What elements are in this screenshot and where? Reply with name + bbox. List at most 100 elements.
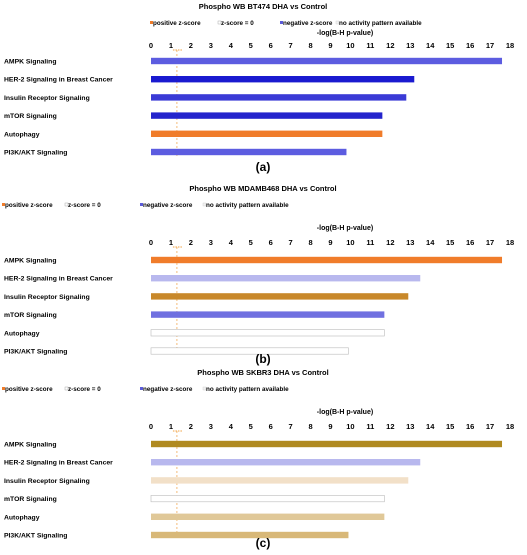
x-tick-label: 12 — [386, 238, 394, 247]
category-label: HER-2 Signaling in Breast Cancer — [4, 77, 113, 84]
x-tick-label: 8 — [308, 422, 312, 431]
x-tick-label: 4 — [229, 238, 234, 247]
x-tick-label: 15 — [446, 238, 454, 247]
x-axis-label: -log(B-H p-value) — [317, 225, 373, 232]
legend-swatch-zero — [64, 386, 69, 391]
legend-swatch-positive — [150, 21, 153, 24]
x-tick-label: 4 — [229, 422, 234, 431]
x-tick-label: 3 — [209, 422, 213, 431]
legend-label-negative: negative z-score — [143, 202, 193, 209]
x-tick-label: 8 — [308, 238, 312, 247]
bar — [150, 329, 385, 337]
category-label: Autophagy — [4, 514, 40, 521]
legend-label-positive: positive z-score — [5, 202, 53, 209]
bar — [151, 57, 503, 65]
x-tick-label: 14 — [426, 41, 435, 50]
bar — [151, 459, 421, 466]
x-tick-label: 10 — [346, 238, 354, 247]
legend-swatch-no-pattern — [202, 386, 207, 391]
category-label: AMPK Signaling — [4, 59, 57, 66]
category-label: PI3K/AKT Signaling — [4, 150, 67, 157]
legend-label-no-pattern: no activity pattern available — [206, 386, 289, 393]
bar — [150, 495, 385, 503]
x-tick-label: 15 — [446, 41, 454, 50]
legend-label-positive: positive z-score — [153, 20, 201, 27]
x-axis-label: -log(B-H p-value) — [317, 409, 373, 416]
bar — [151, 148, 347, 156]
category-label: PI3K/AKT Signaling — [4, 533, 67, 540]
category-label: Insulin Receptor Signaling — [4, 478, 90, 485]
x-tick-label: 18 — [506, 422, 514, 431]
x-tick-label: 16 — [466, 41, 474, 50]
x-tick-label: 17 — [486, 41, 494, 50]
legend-swatch-zero — [64, 202, 69, 207]
x-tick-label: 1 — [169, 41, 173, 50]
legend-swatch-positive — [2, 387, 5, 390]
category-label: Autophagy — [4, 131, 40, 138]
x-tick-label: 5 — [249, 238, 253, 247]
x-tick-label: 14 — [426, 238, 435, 247]
chart-title: Phospho WB SKBR3 DHA vs Control — [197, 368, 328, 377]
chart-panel-2: Phospho WB MDAMB468 DHA vs Control positi… — [2, 184, 514, 366]
x-tick-label: 2 — [189, 41, 193, 50]
legend-label-no-pattern: no activity pattern available — [339, 20, 422, 27]
bar — [151, 256, 503, 264]
bar — [151, 477, 409, 484]
x-tick-label: 9 — [328, 238, 332, 247]
x-tick-label: 0 — [149, 41, 153, 50]
x-tick-label: 11 — [366, 238, 374, 247]
x-tick-label: 3 — [209, 238, 213, 247]
x-tick-label: 7 — [289, 41, 293, 50]
legend-label-negative: negative z-score — [283, 20, 333, 27]
x-tick-label: 8 — [308, 41, 312, 50]
legend-label-positive: positive z-score — [5, 386, 53, 393]
x-tick-label: 15 — [446, 422, 454, 431]
x-tick-label: 18 — [506, 41, 514, 50]
category-label: HER-2 Signaling in Breast Cancer — [4, 460, 113, 467]
x-tick-label: 13 — [406, 422, 414, 431]
category-label: mTOR Signaling — [4, 496, 57, 503]
x-axis-label: -log(B-H p-value) — [317, 30, 373, 37]
category-label: PI3K/AKT Signaling — [4, 349, 67, 356]
category-label: Autophagy — [4, 330, 40, 337]
x-tick-label: 7 — [289, 422, 293, 431]
x-tick-label: 0 — [149, 238, 153, 247]
category-label: mTOR Signaling — [4, 113, 57, 120]
bar — [151, 311, 385, 318]
x-tick-label: 10 — [346, 422, 354, 431]
x-tick-label: 13 — [406, 41, 414, 50]
bar — [151, 293, 409, 300]
chart-title: Phospho WB MDAMB468 DHA vs Control — [189, 184, 336, 193]
bar — [151, 513, 385, 520]
x-tick-label: 2 — [189, 422, 193, 431]
x-tick-label: 10 — [346, 41, 354, 50]
x-tick-label: 7 — [289, 238, 293, 247]
chart-panel-3: Phospho WB SKBR3 DHA vs Control positive … — [2, 368, 514, 550]
legend-label-zero: z-score = 0 — [68, 386, 101, 393]
x-tick-label: 5 — [249, 422, 253, 431]
x-tick-label: 4 — [229, 41, 234, 50]
x-tick-label: 9 — [328, 41, 332, 50]
legend: positive z-score z-score = 0 negative z-sc… — [150, 20, 422, 27]
x-tick-label: 11 — [366, 41, 374, 50]
legend-swatch-zero — [217, 20, 222, 25]
legend-swatch-negative — [140, 203, 143, 206]
category-label: HER-2 Signaling in Breast Cancer — [4, 276, 113, 283]
legend-swatch-no-pattern — [335, 20, 340, 25]
bar — [151, 112, 383, 119]
legend-label-no-pattern: no activity pattern available — [206, 202, 289, 209]
panel-caption: (c) — [256, 536, 271, 550]
x-tick-label: 12 — [386, 41, 394, 50]
x-tick-label: 12 — [386, 422, 394, 431]
panel-caption: (a) — [256, 160, 271, 174]
legend-label-zero: z-score = 0 — [221, 20, 254, 27]
bar — [151, 275, 421, 282]
x-tick-label: 9 — [328, 422, 332, 431]
legend-label-zero: z-score = 0 — [68, 202, 101, 209]
legend-swatch-negative — [280, 21, 283, 24]
panel-caption: (b) — [255, 352, 270, 366]
bar — [151, 94, 407, 101]
category-label: Insulin Receptor Signaling — [4, 95, 90, 102]
bar — [151, 130, 383, 137]
